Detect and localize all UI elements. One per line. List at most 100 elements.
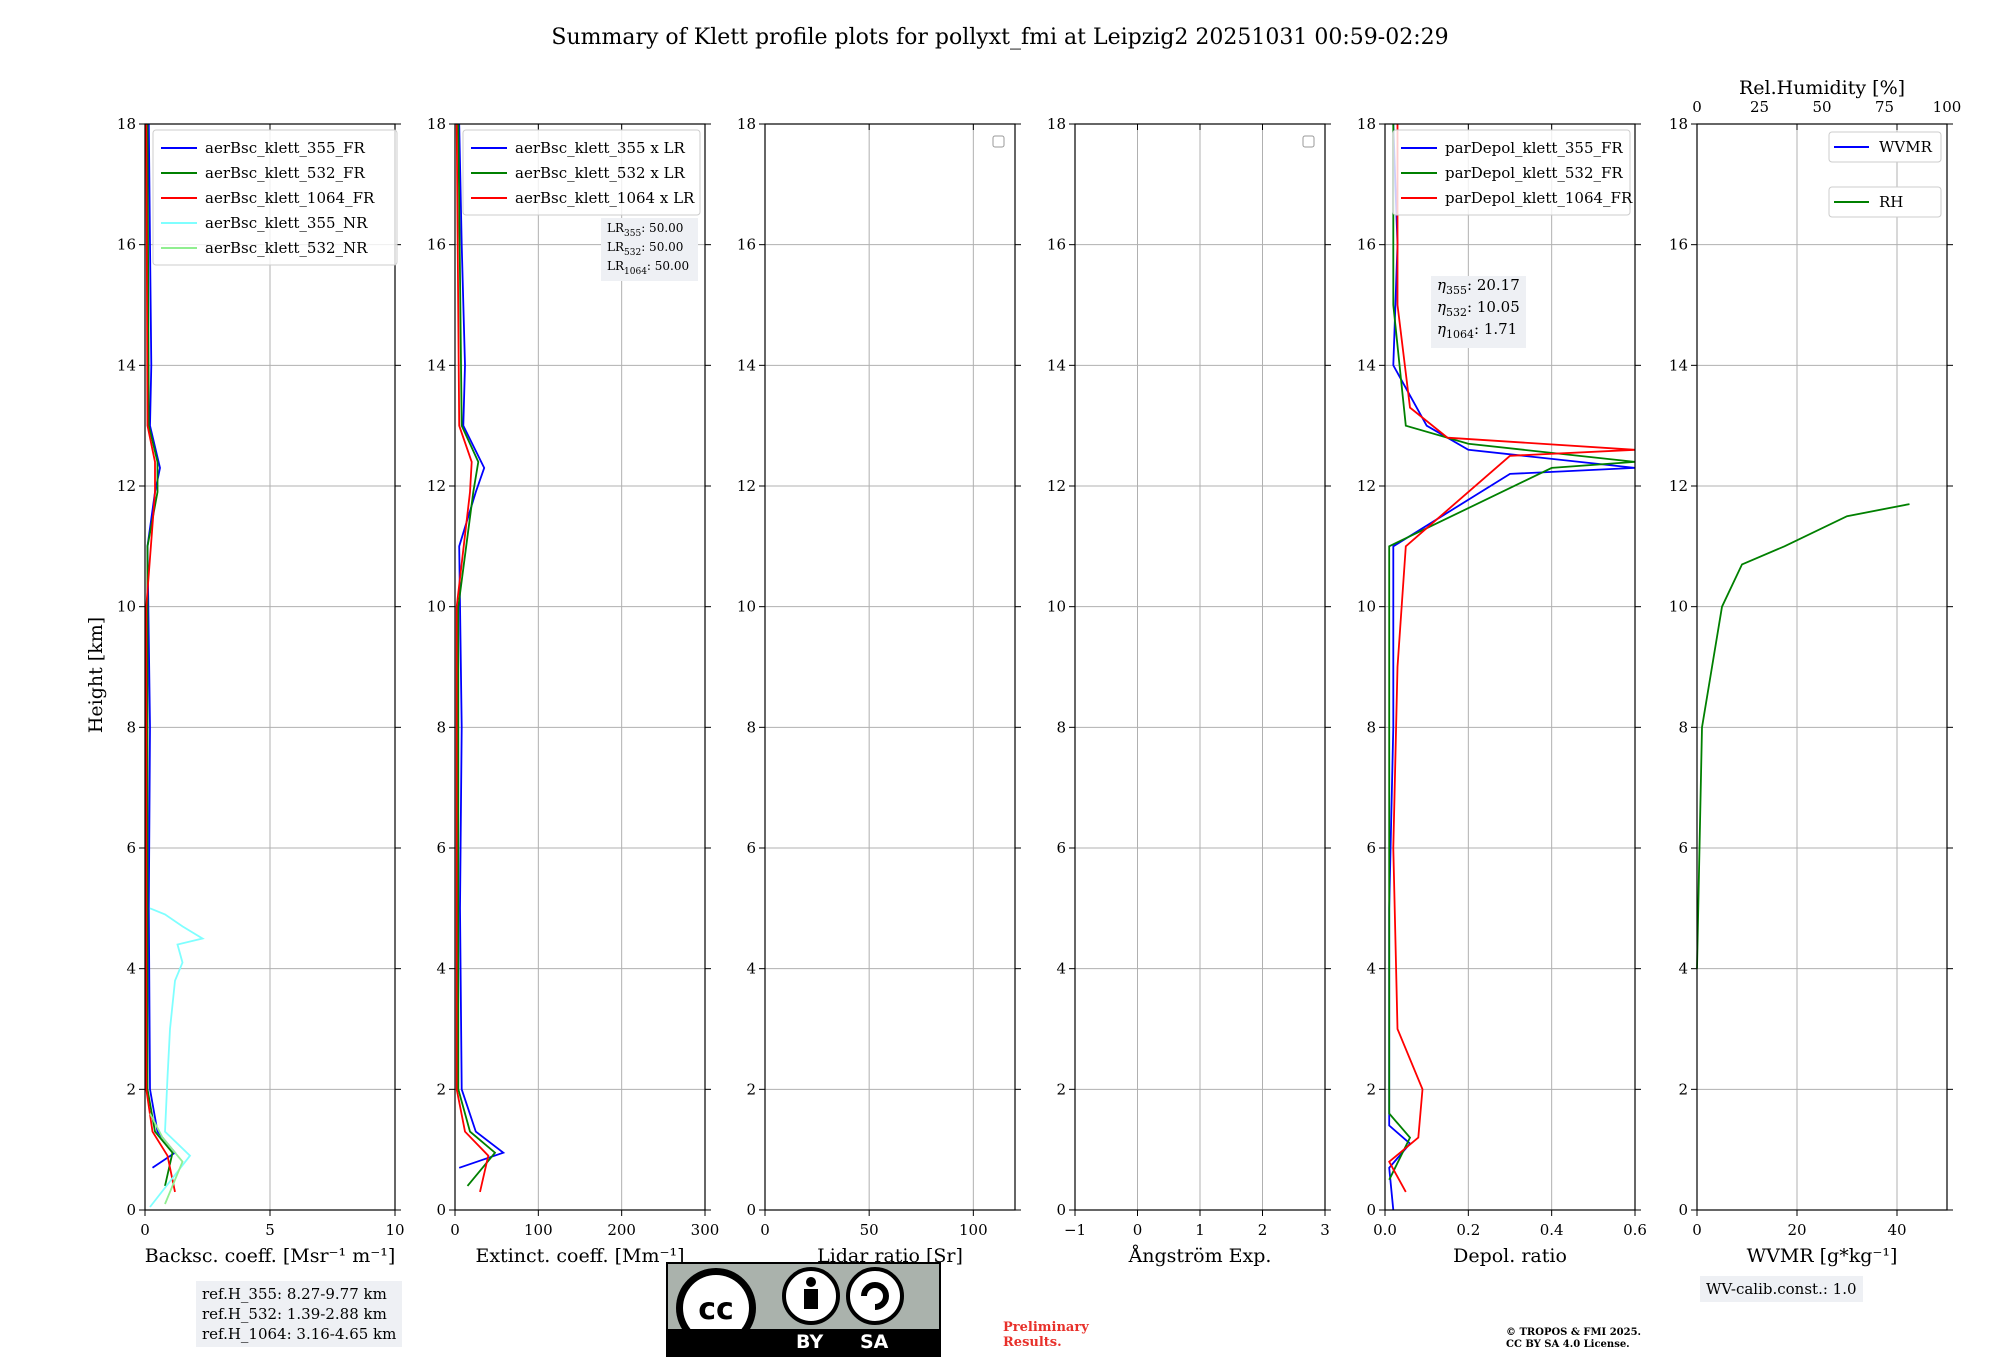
annotation-355: η355: 20.17: [1437, 276, 1520, 297]
x-tick-label: −1: [1064, 1221, 1086, 1239]
y-tick-label: 0: [1056, 1201, 1066, 1219]
y-tick-label: 18: [427, 115, 446, 133]
annotation-box: [601, 218, 698, 281]
y-tick-label: 4: [1366, 960, 1376, 978]
legend-label: aerBsc_klett_1064 x LR: [515, 189, 695, 207]
y-tick-label: 18: [1047, 115, 1066, 133]
x-tick-label: 3: [1320, 1221, 1330, 1239]
y-tick-label: 10: [1357, 598, 1376, 616]
y-tick-label: 14: [117, 356, 136, 374]
axes-frame: [1384, 123, 1636, 1211]
x-tick-label: 300: [691, 1221, 720, 1239]
preliminary-line-1: Preliminary: [1003, 1320, 1089, 1335]
axes-frame: [1696, 123, 1948, 1211]
y-tick-label: 10: [1047, 598, 1066, 616]
y-tick-label: 12: [737, 477, 756, 495]
axes-frame: [1074, 123, 1326, 1211]
y-tick-label: 14: [737, 356, 756, 374]
y-tick-label: 16: [1047, 236, 1066, 254]
y-tick-label: 14: [1669, 356, 1688, 374]
series-line-aerBsc_klett_355 x LR: [458, 123, 506, 1169]
y-tick-label: 2: [436, 1080, 446, 1098]
ref-height-box: ref.H_355: 8.27-9.77 km ref.H_532: 1.39-…: [196, 1281, 403, 1347]
y-tick-label: 8: [1366, 718, 1376, 736]
y-tick-label: 2: [1366, 1080, 1376, 1098]
y-tick-label: 0: [126, 1201, 136, 1219]
series-line-aerBsc_klett_355_NR: [149, 907, 205, 1208]
y-tick-label: 8: [1056, 718, 1066, 736]
x-tick-label: 0: [1692, 1221, 1702, 1239]
y-tick-label: 0: [746, 1201, 756, 1219]
y-tick-label: 12: [1669, 477, 1688, 495]
annotation-1064: η1064: 1.71: [1437, 320, 1517, 341]
y-tick-label: 4: [126, 960, 136, 978]
x2-tick-label: 50: [1812, 98, 1831, 116]
axes-frame: [144, 123, 396, 1211]
cc-logo-icon: cc: [676, 1267, 904, 1348]
series-line-parDepol_klett_532_FR: [1388, 124, 1636, 1181]
legend-label: RH: [1879, 193, 1903, 211]
panel-lidar_ratio: 0 50 100 0 2 4 6 8 10 12 14 16 18 Lidar ratio [Sr]: [737, 115, 1021, 1267]
annotation-532: η532: 10.05: [1437, 298, 1520, 319]
y-tick-label: 2: [1056, 1080, 1066, 1098]
x2-axis-label: Rel.Humidity [%]: [1739, 77, 1905, 99]
empty-legend: [992, 135, 1005, 148]
legend-label: parDepol_klett_355_FR: [1445, 139, 1623, 157]
y-tick-label: 6: [1678, 839, 1688, 857]
annotation-1064: LR1064: 50.00: [607, 259, 689, 277]
y-tick-label: 6: [436, 839, 446, 857]
y-tick-label: 12: [1357, 477, 1376, 495]
y-tick-label: 8: [436, 718, 446, 736]
preliminary-note: Preliminary Results.: [1003, 1320, 1089, 1350]
series-line-aerBsc_klett_1064_FR: [145, 123, 176, 1193]
y-tick-label: 6: [746, 839, 756, 857]
y-tick-label: 18: [737, 115, 756, 133]
y-tick-label: 2: [126, 1080, 136, 1098]
x-tick-label: 200: [607, 1221, 636, 1239]
y-tick-label: 18: [1357, 115, 1376, 133]
y-tick-label: 16: [1669, 236, 1688, 254]
copyright-note: © TROPOS & FMI 2025. CC BY SA 4.0 Licens…: [1506, 1327, 1641, 1351]
x-axis-label: Lidar ratio [Sr]: [817, 1245, 963, 1267]
cc-by-label: BY: [796, 1331, 824, 1353]
x-axis-label: WVMR [g*kg⁻¹]: [1747, 1245, 1898, 1267]
y-tick-label: 16: [427, 236, 446, 254]
y-tick-label: 10: [427, 598, 446, 616]
y-tick-label: 8: [126, 718, 136, 736]
y-tick-label: 6: [126, 839, 136, 857]
series-line-aerBsc_klett_532 x LR: [457, 123, 497, 1187]
x-tick-label: 10: [385, 1221, 404, 1239]
x-tick-label: 0.2: [1456, 1221, 1480, 1239]
legend-box: [462, 129, 701, 216]
x-tick-label: 0: [450, 1221, 460, 1239]
panel-depol: 0.0 0.2 0.4 0.6 0 2 4 6 8 10 12 14 16 18 Depol. ratio p…: [1357, 115, 1647, 1267]
y-tick-label: 10: [1669, 598, 1688, 616]
x-tick-label: 0: [1133, 1221, 1143, 1239]
y-tick-label: 10: [117, 598, 136, 616]
y-tick-label: 0: [436, 1201, 446, 1219]
y-tick-label: 8: [746, 718, 756, 736]
y-tick-label: 12: [117, 477, 136, 495]
series-line-aerBsc_klett_355_FR: [146, 123, 177, 1169]
empty-legend: [1302, 135, 1315, 148]
legend-label: aerBsc_klett_355_FR: [205, 139, 365, 157]
wv-calib-box: WV-calib.const.: 1.0: [1700, 1276, 1863, 1302]
y-tick-label: 0: [1366, 1201, 1376, 1219]
annotation-box: [1431, 276, 1526, 348]
copyright-line-1: © TROPOS & FMI 2025.: [1506, 1327, 1642, 1338]
series-line-aerBsc_klett_1064 x LR: [455, 123, 490, 1193]
series-line-aerBsc_klett_532_FR: [146, 123, 174, 1187]
series-line-parDepol_klett_1064_FR: [1388, 124, 1636, 1193]
legend-box: [1828, 186, 1942, 218]
x-tick-label: 5: [265, 1221, 275, 1239]
x-tick-label: 2: [1258, 1221, 1268, 1239]
legend-label: WVMR: [1879, 138, 1933, 156]
svg-text:cc: cc: [698, 1292, 734, 1327]
legend-label: aerBsc_klett_1064_FR: [205, 189, 375, 207]
y-tick-label: 16: [1357, 236, 1376, 254]
x-tick-label: 100: [524, 1221, 553, 1239]
y-tick-label: 2: [746, 1080, 756, 1098]
series-line-aerBsc_klett_532_NR: [149, 1113, 184, 1205]
